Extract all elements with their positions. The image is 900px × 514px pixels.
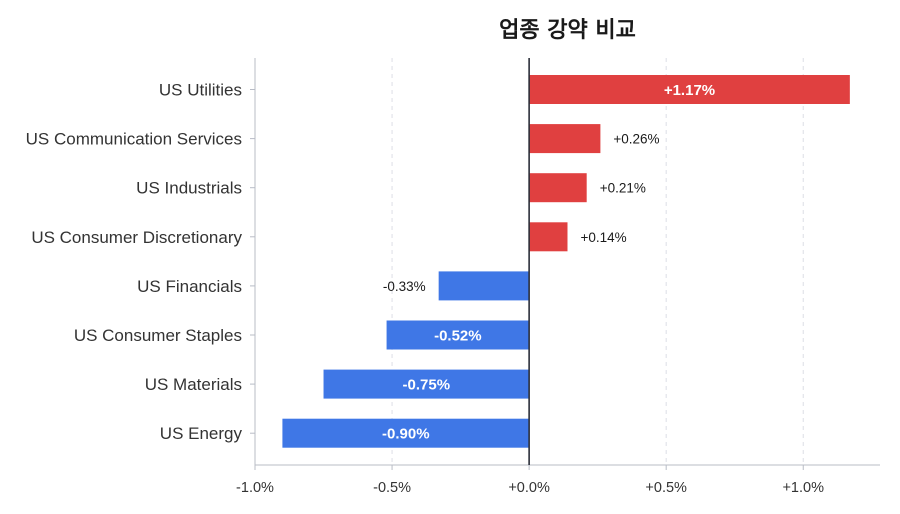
value-label: -0.75% bbox=[403, 377, 451, 394]
chart-title: 업종 강약 비교 bbox=[499, 18, 636, 43]
x-tick-label: -0.5% bbox=[373, 480, 411, 496]
bar bbox=[529, 75, 850, 104]
value-label: +0.14% bbox=[581, 230, 627, 245]
category-label: US Consumer Staples bbox=[74, 326, 242, 345]
bar bbox=[323, 369, 530, 399]
category-label: US Utilities bbox=[159, 81, 242, 100]
x-tick-label: +0.5% bbox=[645, 480, 687, 496]
value-label: -0.52% bbox=[434, 328, 482, 345]
bar bbox=[438, 271, 530, 301]
category-label: US Energy bbox=[160, 424, 243, 443]
category-label: US Communication Services bbox=[26, 130, 242, 149]
category-label: US Materials bbox=[145, 375, 242, 394]
x-tick-label: +0.0% bbox=[508, 480, 550, 496]
category-label: US Consumer Discretionary bbox=[31, 228, 242, 247]
bar bbox=[386, 320, 530, 350]
bar bbox=[529, 124, 601, 154]
value-label: +0.21% bbox=[600, 181, 646, 196]
bar bbox=[282, 418, 530, 448]
x-tick-label: +1.0% bbox=[782, 480, 824, 496]
x-tick-label: -1.0% bbox=[236, 480, 274, 496]
value-label: -0.90% bbox=[382, 426, 430, 443]
bar bbox=[529, 222, 568, 252]
value-label: +1.17% bbox=[664, 82, 715, 99]
bar bbox=[529, 173, 587, 203]
category-label: US Financials bbox=[137, 277, 242, 296]
category-label: US Industrials bbox=[136, 179, 242, 198]
value-label: +0.26% bbox=[613, 132, 659, 147]
value-label: -0.33% bbox=[383, 279, 426, 294]
